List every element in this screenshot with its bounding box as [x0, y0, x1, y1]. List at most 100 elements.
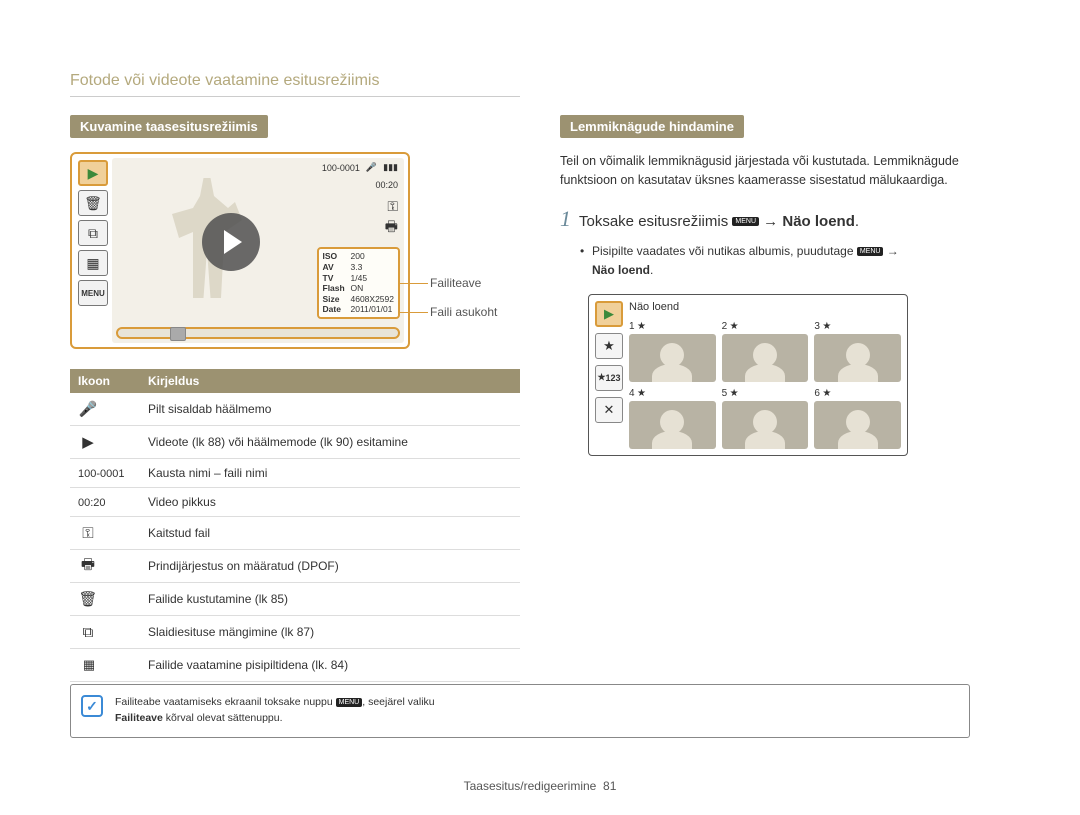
play-mode-icon: ▶ — [78, 160, 108, 186]
lcd-top-status: 100-0001 🎤 ▮▮▮ — [322, 162, 398, 173]
step-bullet: Pisipilte vaadates või nutikas albumis, … — [560, 242, 1010, 280]
tip-box: ✓ Failiteabe vaatamiseks ekraanil toksak… — [70, 684, 970, 738]
face-thumb — [629, 401, 716, 449]
info-icon: ✓ — [81, 695, 103, 717]
face-cell: 2★ — [722, 321, 809, 382]
file-info-box: ISO200 AV3.3 TV1/45 FlashON Size4608X259… — [317, 247, 401, 319]
voice-memo-icon: 🎤 — [366, 162, 377, 173]
row-desc: Kaitstud fail — [140, 517, 520, 550]
play-button-icon — [202, 213, 260, 271]
facelist-screen: ▶ ★ ★123 ✕ Näo loend 1★ 2★ 3★ 4★ 5★ 6★ — [588, 294, 908, 456]
callout-line-2 — [400, 312, 428, 313]
table-row: 🗑 Failide kustutamine (lk 85) — [70, 583, 520, 616]
step-1: 1 Toksake esitusrežiimis MENU → Näo loen… — [560, 206, 1010, 232]
title-rule — [70, 96, 520, 97]
footer-label: Taasesitus/redigeerimine — [464, 779, 597, 793]
lcd-sidebar: ▶ 🗑 ⧉ ▦ MENU — [76, 158, 112, 343]
info-flash: FlashON — [323, 283, 395, 294]
right-intro: Teil on võimalik lemmiknägusid järjestad… — [560, 152, 1010, 190]
key-icon: ⚿ — [78, 524, 98, 542]
face-cell: 1★ — [629, 321, 716, 382]
face-thumb — [814, 334, 901, 382]
tip-wrap: ✓ Failiteabe vaatamiseks ekraanil toksak… — [70, 660, 970, 738]
step-number: 1 — [560, 206, 571, 232]
menu-badge-icon: MENU — [336, 698, 363, 707]
menu-icon: MENU — [78, 280, 108, 306]
table-row: ▶ Videote (lk 88) või häälmemode (lk 90)… — [70, 426, 520, 459]
facelist-title: Näo loend — [629, 301, 901, 315]
callout-fileinfo: Failiteave — [430, 276, 481, 290]
face-thumb — [629, 334, 716, 382]
star-icon: ★ — [730, 388, 739, 399]
thumbnail-icon: ▦ — [78, 250, 108, 276]
trash-icon: 🗑 — [78, 590, 98, 608]
rank-icon: ★123 — [595, 365, 623, 391]
info-size: Size4608X2592 — [323, 294, 395, 305]
th-icon: Ikoon — [70, 369, 140, 393]
slideshow-icon: ⧉ — [78, 220, 108, 246]
page-title: Fotode või videote vaatamine esitusrežii… — [70, 72, 520, 90]
cancel-icon: ✕ — [595, 397, 623, 423]
step-text: Toksake esitusrežiimis MENU → Näo loend. — [579, 213, 859, 230]
play-icon: ▶ — [78, 433, 98, 451]
table-row: 🖶 Prindijärjestus on määratud (DPOF) — [70, 550, 520, 583]
voice-memo-icon: 🎤 — [78, 400, 98, 418]
seek-bar — [116, 327, 400, 339]
callout-line-1 — [400, 283, 428, 284]
lock-icon: ⚿ — [387, 198, 398, 215]
row-desc: Video pikkus — [140, 488, 520, 517]
row-desc: Failide kustutamine (lk 85) — [140, 583, 520, 616]
face-cell: 6★ — [814, 388, 901, 449]
trash-icon: 🗑 — [78, 190, 108, 216]
star-icon: ★ — [730, 321, 739, 332]
star-icon: ★ — [595, 333, 623, 359]
face-cell: 4★ — [629, 388, 716, 449]
row-desc: Kausta nimi – faili nimi — [140, 459, 520, 488]
face-thumb — [722, 334, 809, 382]
info-iso: ISO200 — [323, 251, 395, 262]
table-row: ⚿ Kaitstud fail — [70, 517, 520, 550]
left-section-header: Kuvamine taasesitusrežiimis — [70, 115, 268, 138]
star-icon: ★ — [637, 388, 646, 399]
icon-table: Ikoon Kirjeldus 🎤 Pilt sisaldab häälmemo… — [70, 369, 520, 682]
row-desc: Videote (lk 88) või häälmemode (lk 90) e… — [140, 426, 520, 459]
video-time: 00:20 — [375, 180, 398, 190]
face-thumb — [814, 401, 901, 449]
th-desc: Kirjeldus — [140, 369, 520, 393]
info-av: AV3.3 — [323, 262, 395, 273]
icon-table-header-row: Ikoon Kirjeldus — [70, 369, 520, 393]
right-column: Lemmiknägude hindamine Teil on võimalik … — [560, 72, 1010, 682]
row-desc: Slaidiesituse mängimine (lk 87) — [140, 616, 520, 649]
filecode-label: 100-0001 — [78, 468, 125, 480]
right-section-header: Lemmiknägude hindamine — [560, 115, 744, 138]
lcd-screen: ▶ 🗑 ⧉ ▦ MENU 100-0001 🎤 ▮▮▮ 00:20 ⚿ 🖶 — [70, 152, 410, 349]
star-icon: ★ — [637, 321, 646, 332]
info-date: Date2011/01/01 — [323, 304, 395, 315]
left-column: Fotode või videote vaatamine esitusrežii… — [70, 72, 520, 682]
star-icon: ★ — [822, 321, 831, 332]
star-icon: ★ — [822, 388, 831, 399]
face-cell: 3★ — [814, 321, 901, 382]
callout-filepos: Faili asukoht — [430, 305, 497, 319]
page-content: Fotode või videote vaatamine esitusrežii… — [0, 0, 1080, 712]
lcd-main: 100-0001 🎤 ▮▮▮ 00:20 ⚿ 🖶 ISO200 AV3.3 TV… — [112, 158, 404, 343]
play-mode-icon: ▶ — [595, 301, 623, 327]
file-code: 100-0001 — [322, 163, 360, 173]
table-row: 100-0001 Kausta nimi – faili nimi — [70, 459, 520, 488]
row-desc: Pilt sisaldab häälmemo — [140, 393, 520, 426]
facelist-sidebar: ▶ ★ ★123 ✕ — [595, 301, 629, 449]
face-thumb — [722, 401, 809, 449]
table-row: ⧉ Slaidiesituse mängimine (lk 87) — [70, 616, 520, 649]
battery-icon: ▮▮▮ — [383, 162, 398, 173]
printer-icon: 🖶 — [78, 557, 98, 575]
page-footer: Taasesitus/redigeerimine 81 — [0, 779, 1080, 793]
slideshow-icon: ⧉ — [78, 623, 98, 641]
time-label: 00:20 — [78, 497, 106, 509]
table-row: 00:20 Video pikkus — [70, 488, 520, 517]
printer-icon: 🖶 — [385, 216, 398, 240]
menu-badge-icon: MENU — [732, 217, 759, 226]
menu-badge-icon: MENU — [857, 247, 884, 256]
table-row: 🎤 Pilt sisaldab häälmemo — [70, 393, 520, 426]
lcd-area: ▶ 🗑 ⧉ ▦ MENU 100-0001 🎤 ▮▮▮ 00:20 ⚿ 🖶 — [70, 152, 520, 349]
row-desc: Prindijärjestus on määratud (DPOF) — [140, 550, 520, 583]
